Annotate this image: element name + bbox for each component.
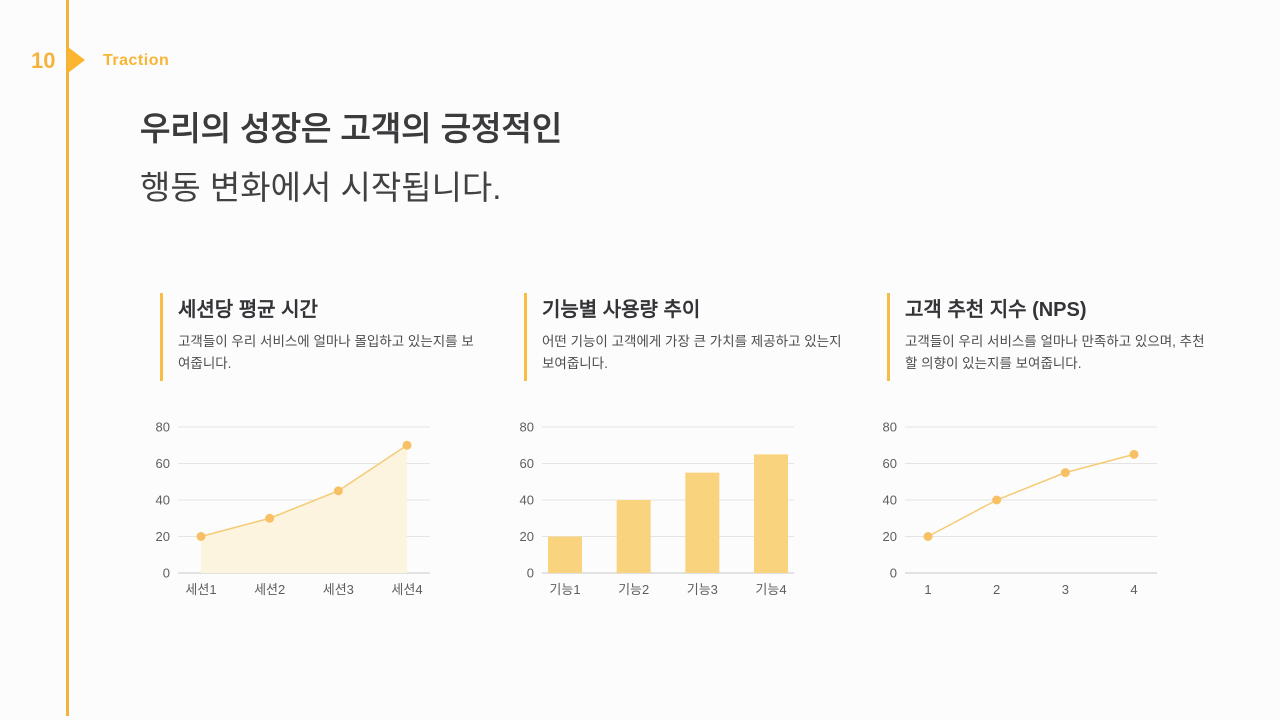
page-number: 10 xyxy=(31,48,56,73)
svg-text:세션3: 세션3 xyxy=(323,582,354,597)
play-triangle-icon xyxy=(68,47,85,73)
svg-text:세션2: 세션2 xyxy=(254,582,285,597)
svg-text:기능2: 기능2 xyxy=(618,582,649,597)
svg-text:60: 60 xyxy=(156,456,170,471)
section-title: 기능별 사용량 추이 xyxy=(542,299,701,321)
section-description: 어떤 기능이 고객에게 가장 큰 가치를 제공하고 있는지 보여줍니다. xyxy=(542,334,842,372)
section-title: 고객 추천 지수 (NPS) xyxy=(905,299,1087,321)
section-feature-usage: 기능별 사용량 추이 어떤 기능이 고객에게 가장 큰 가치를 제공하고 있는지… xyxy=(520,293,887,613)
section-nps: 고객 추천 지수 (NPS) 고객들이 우리 서비스를 얼마나 만족하고 있으며… xyxy=(883,293,1216,613)
area-chart-svg: 0 20 40 60 80 세션1 세션2 세션3 세션4 xyxy=(156,420,430,597)
svg-text:0: 0 xyxy=(527,566,534,581)
svg-text:80: 80 xyxy=(520,420,534,435)
svg-text:20: 20 xyxy=(520,529,534,544)
svg-text:3: 3 xyxy=(1062,582,1069,597)
svg-text:80: 80 xyxy=(883,420,897,435)
svg-text:20: 20 xyxy=(883,529,897,544)
svg-text:4: 4 xyxy=(1130,582,1137,597)
line-chart-nps: 0 20 40 60 80 1 2 3 4 xyxy=(869,413,1216,613)
page-title-line2: 행동 변화에서 시작됩니다. xyxy=(140,168,502,206)
section-tag: Traction xyxy=(103,52,170,69)
svg-text:기능1: 기능1 xyxy=(549,582,580,597)
svg-text:40: 40 xyxy=(883,493,897,508)
svg-text:1: 1 xyxy=(924,582,931,597)
section-header: 기능별 사용량 추이 어떤 기능이 고객에게 가장 큰 가치를 제공하고 있는지… xyxy=(524,293,887,381)
svg-text:40: 40 xyxy=(156,493,170,508)
bar-chart-svg: 0 20 40 60 80 기능1 기능2 기능3 기능4 xyxy=(520,420,794,597)
chart-sections: 세션당 평균 시간 고객들이 우리 서비스에 얼마나 몰입하고 있는지를 보여줍… xyxy=(156,293,1216,613)
line-chart-svg: 0 20 40 60 80 1 2 3 4 xyxy=(883,420,1157,597)
svg-text:세션1: 세션1 xyxy=(185,582,216,597)
svg-text:60: 60 xyxy=(520,456,534,471)
svg-text:0: 0 xyxy=(890,566,897,581)
section-avg-session-time: 세션당 평균 시간 고객들이 우리 서비스에 얼마나 몰입하고 있는지를 보여줍… xyxy=(156,293,524,613)
svg-text:2: 2 xyxy=(993,582,1000,597)
svg-text:20: 20 xyxy=(156,529,170,544)
svg-text:세션4: 세션4 xyxy=(391,582,422,597)
left-accent-line xyxy=(66,0,69,716)
section-header: 고객 추천 지수 (NPS) 고객들이 우리 서비스를 얼마나 만족하고 있으며… xyxy=(887,293,1216,381)
page-title: 우리의 성장은 고객의 긍정적인 행동 변화에서 시작됩니다. xyxy=(140,100,562,217)
svg-text:60: 60 xyxy=(883,456,897,471)
section-description: 고객들이 우리 서비스를 얼마나 만족하고 있으며, 추천할 의향이 있는지를 … xyxy=(905,334,1205,372)
page-title-line1: 우리의 성장은 고객의 긍정적인 xyxy=(140,110,563,147)
svg-text:기능3: 기능3 xyxy=(687,582,718,597)
section-header: 세션당 평균 시간 고객들이 우리 서비스에 얼마나 몰입하고 있는지를 보여줍… xyxy=(160,293,524,381)
section-title: 세션당 평균 시간 xyxy=(178,299,318,321)
svg-text:80: 80 xyxy=(156,420,170,435)
svg-text:40: 40 xyxy=(520,493,534,508)
svg-text:기능4: 기능4 xyxy=(755,582,786,597)
bar-chart-feature-usage: 0 20 40 60 80 기능1 기능2 기능3 기능4 xyxy=(506,413,887,613)
svg-text:0: 0 xyxy=(163,566,170,581)
area-chart-session-time: 0 20 40 60 80 세션1 세션2 세션3 세션4 xyxy=(142,413,524,613)
section-description: 고객들이 우리 서비스에 얼마나 몰입하고 있는지를 보여줍니다. xyxy=(178,334,474,372)
